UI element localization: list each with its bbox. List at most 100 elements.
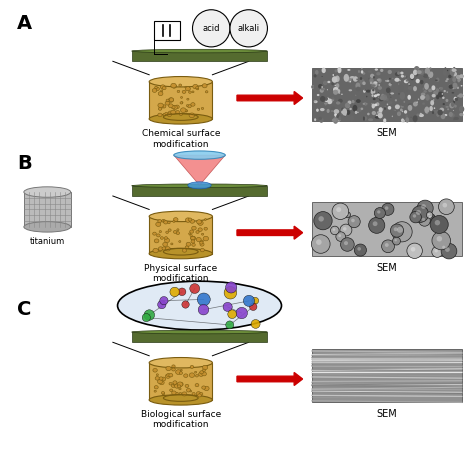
Ellipse shape: [386, 87, 391, 93]
Ellipse shape: [181, 369, 182, 371]
Ellipse shape: [380, 95, 384, 100]
Ellipse shape: [332, 118, 337, 122]
Ellipse shape: [345, 102, 350, 108]
Ellipse shape: [375, 116, 380, 119]
Ellipse shape: [332, 88, 334, 90]
Ellipse shape: [311, 85, 314, 89]
Ellipse shape: [165, 112, 168, 115]
Bar: [149, 216, 212, 254]
Ellipse shape: [177, 385, 181, 388]
Ellipse shape: [341, 110, 344, 114]
Ellipse shape: [453, 67, 456, 70]
Ellipse shape: [364, 90, 366, 91]
Ellipse shape: [433, 110, 439, 114]
Circle shape: [382, 203, 394, 215]
Ellipse shape: [179, 241, 181, 243]
Ellipse shape: [408, 95, 411, 100]
Ellipse shape: [448, 85, 454, 89]
Ellipse shape: [378, 113, 383, 118]
Ellipse shape: [357, 111, 359, 113]
Ellipse shape: [429, 78, 430, 79]
Ellipse shape: [173, 105, 177, 110]
Ellipse shape: [204, 227, 208, 230]
Ellipse shape: [442, 97, 445, 99]
Ellipse shape: [382, 108, 384, 110]
Ellipse shape: [182, 392, 187, 396]
Ellipse shape: [165, 374, 171, 378]
Ellipse shape: [160, 237, 164, 239]
Ellipse shape: [186, 242, 191, 246]
Ellipse shape: [399, 85, 403, 92]
Ellipse shape: [406, 120, 408, 121]
Ellipse shape: [338, 99, 343, 103]
Ellipse shape: [373, 98, 376, 100]
Ellipse shape: [149, 114, 212, 124]
Bar: [312, 203, 462, 256]
Text: titanium: titanium: [30, 237, 65, 246]
Ellipse shape: [430, 100, 434, 106]
Ellipse shape: [191, 240, 195, 243]
Ellipse shape: [368, 118, 373, 121]
Circle shape: [435, 220, 440, 226]
Ellipse shape: [204, 386, 209, 391]
Circle shape: [410, 212, 421, 223]
Ellipse shape: [158, 92, 163, 96]
Ellipse shape: [132, 49, 267, 53]
Circle shape: [346, 213, 348, 215]
Ellipse shape: [442, 113, 443, 114]
Ellipse shape: [319, 88, 324, 93]
Ellipse shape: [372, 114, 374, 116]
Ellipse shape: [189, 113, 195, 118]
Ellipse shape: [361, 70, 364, 74]
Ellipse shape: [159, 231, 162, 233]
Ellipse shape: [168, 229, 171, 231]
Ellipse shape: [24, 187, 71, 197]
Circle shape: [330, 226, 339, 235]
Circle shape: [369, 217, 385, 233]
Ellipse shape: [203, 236, 209, 241]
Ellipse shape: [198, 394, 201, 397]
Circle shape: [197, 293, 210, 306]
Ellipse shape: [457, 86, 459, 89]
Ellipse shape: [423, 96, 426, 98]
Ellipse shape: [446, 99, 448, 102]
Ellipse shape: [347, 102, 351, 105]
Ellipse shape: [433, 91, 438, 95]
Ellipse shape: [197, 88, 199, 90]
Ellipse shape: [153, 368, 157, 372]
Ellipse shape: [328, 99, 332, 104]
Ellipse shape: [352, 100, 354, 103]
Circle shape: [348, 216, 360, 227]
Ellipse shape: [430, 86, 431, 87]
Ellipse shape: [459, 74, 464, 78]
Ellipse shape: [181, 96, 182, 98]
Ellipse shape: [447, 108, 449, 110]
Ellipse shape: [162, 86, 166, 90]
Ellipse shape: [176, 232, 180, 235]
Ellipse shape: [318, 74, 323, 78]
Circle shape: [336, 207, 341, 212]
Ellipse shape: [162, 247, 166, 250]
Circle shape: [319, 216, 324, 222]
Ellipse shape: [190, 391, 192, 392]
Ellipse shape: [349, 81, 351, 82]
Ellipse shape: [200, 243, 204, 246]
Ellipse shape: [170, 389, 173, 392]
Ellipse shape: [24, 222, 71, 232]
Ellipse shape: [347, 77, 352, 83]
Ellipse shape: [451, 102, 454, 107]
Ellipse shape: [450, 68, 455, 75]
Ellipse shape: [378, 78, 382, 83]
Ellipse shape: [164, 237, 167, 239]
Ellipse shape: [391, 97, 392, 98]
Ellipse shape: [392, 77, 397, 84]
Ellipse shape: [371, 103, 373, 104]
Ellipse shape: [321, 76, 323, 77]
Ellipse shape: [381, 83, 383, 85]
Ellipse shape: [406, 90, 407, 92]
Ellipse shape: [185, 218, 191, 222]
Ellipse shape: [428, 71, 433, 78]
Ellipse shape: [162, 392, 164, 394]
Ellipse shape: [425, 68, 430, 75]
Ellipse shape: [362, 72, 365, 75]
